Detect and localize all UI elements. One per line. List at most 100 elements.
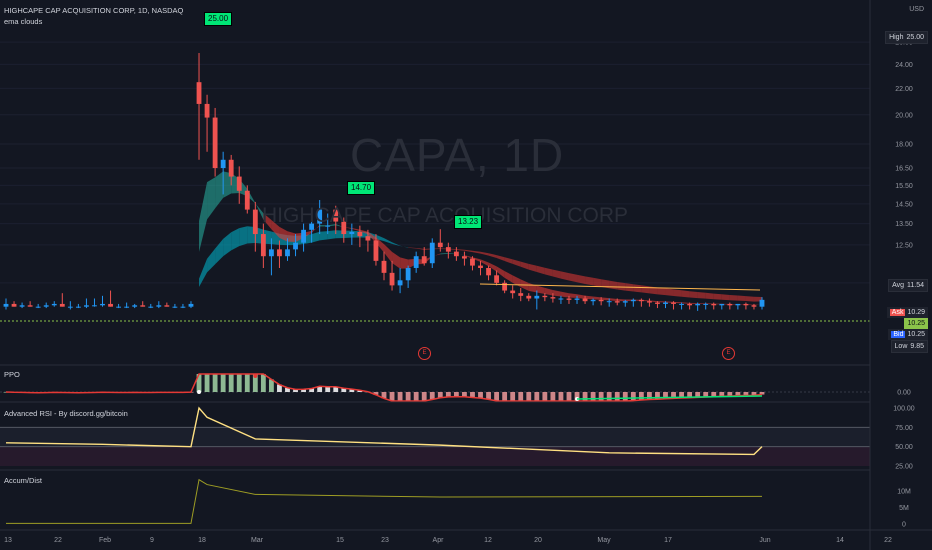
rsi-lower-band <box>0 446 870 466</box>
candle-body <box>349 231 355 235</box>
candlestick-series[interactable] <box>3 53 765 311</box>
ppo-histogram-bar <box>381 392 387 399</box>
ppo-histogram-bar <box>341 388 347 392</box>
candle-body <box>526 295 532 299</box>
ema-fast-cloud <box>207 177 216 220</box>
ema-fast-cloud <box>689 302 698 304</box>
ppo-histogram-bar <box>317 386 323 392</box>
ema-slow-cloud <box>560 271 569 281</box>
time-axis-label[interactable]: 22 <box>54 537 62 544</box>
earnings-marker-apr[interactable]: E <box>418 347 431 360</box>
time-axis-label[interactable]: May <box>597 537 611 544</box>
ema-fast-cloud <box>601 297 610 301</box>
watermark-symbol: CAPA, 1D <box>350 129 565 181</box>
ppo-histogram-bar <box>719 392 725 397</box>
indicator-label-ema-clouds[interactable]: ema clouds <box>4 17 43 26</box>
price-tick-label: 12.50 <box>895 242 913 249</box>
ppo-histogram-bar <box>695 392 701 398</box>
avg-price-tag: Avg 11.54 <box>888 279 928 292</box>
candle-body <box>309 223 315 230</box>
time-axis-label[interactable]: 23 <box>381 537 389 544</box>
time-axis-label[interactable]: 14 <box>836 537 844 544</box>
time-axis-label[interactable]: 9 <box>150 537 154 544</box>
time-axis-label[interactable]: 13 <box>4 537 12 544</box>
ema-slow-cloud <box>327 230 336 240</box>
candle-body <box>365 236 371 241</box>
ppo-histogram-bar <box>542 392 548 401</box>
time-axis-label[interactable]: 20 <box>534 537 542 544</box>
ppo-histogram-bar <box>405 392 411 401</box>
ema-slow-cloud <box>199 258 208 288</box>
ema-fast-cloud <box>472 257 481 262</box>
time-axis-label[interactable]: 22 <box>884 537 892 544</box>
candle-body <box>638 299 644 302</box>
time-axis-label[interactable]: Apr <box>433 537 445 544</box>
ppo-histogram-bar <box>252 374 258 392</box>
ema-fast-cloud <box>488 262 497 272</box>
ppo-cross-dot <box>253 374 258 378</box>
ppo-histogram-bar <box>727 392 733 397</box>
rsi-pane-label[interactable]: Advanced RSI - By discord.gg/bitcoin <box>4 409 128 418</box>
ppo-histogram-bar <box>220 374 226 392</box>
avg-tag-value: 11.54 <box>907 282 924 289</box>
candle-body <box>663 302 668 304</box>
low-tag-value: 9.85 <box>910 343 924 350</box>
ppo-histogram-bar <box>663 392 668 399</box>
candle-body <box>614 301 620 303</box>
candle-body <box>132 305 138 307</box>
ema-fast-cloud <box>480 259 489 267</box>
candle-body <box>711 303 717 306</box>
ema-fast-cloud <box>287 231 296 243</box>
accum-dist-pane-label[interactable]: Accum/Dist <box>4 476 42 485</box>
candle-body <box>212 117 218 169</box>
price-tick-label: 22.00 <box>895 86 913 93</box>
candle-body <box>228 159 234 177</box>
candle-body <box>75 306 81 308</box>
time-axis-label[interactable]: 18 <box>198 537 206 544</box>
candle-body <box>389 272 395 286</box>
symbol-title[interactable]: HIGHCAPE CAP ACQUISITION CORP, 1D, NASDA… <box>4 6 184 15</box>
ppo-histogram-bar <box>751 392 757 396</box>
earnings-marker-may[interactable]: E <box>722 347 735 360</box>
ema-slow-cloud <box>713 293 722 300</box>
ppo-histogram-bar <box>397 392 403 401</box>
ppo-histogram-bar <box>389 392 395 401</box>
ad-tick-label: 0 <box>902 522 906 529</box>
ppo-histogram-bar <box>309 388 315 392</box>
candle-body <box>260 234 266 257</box>
time-axis-label[interactable]: 12 <box>484 537 492 544</box>
ppo-pane-label[interactable]: PPO <box>4 370 20 379</box>
candle-body <box>156 305 162 307</box>
avg-price-line <box>479 283 761 291</box>
time-axis-label[interactable]: Mar <box>251 537 264 544</box>
ppo-histogram-bar <box>679 392 684 399</box>
candle-body <box>59 303 65 307</box>
ema-slow-cloud <box>472 250 481 254</box>
time-axis-label[interactable]: Feb <box>99 537 111 544</box>
ppo-histogram-bar <box>687 392 693 398</box>
ema-slow-cloud <box>544 267 553 277</box>
ema-slow-cloud <box>520 261 529 270</box>
time-axis-label[interactable]: 15 <box>336 537 344 544</box>
candle-body <box>558 298 564 300</box>
time-axis-label[interactable]: 17 <box>664 537 672 544</box>
ppo-histogram-bar <box>582 392 588 401</box>
high-callout-14-70: 14.70 <box>347 181 376 195</box>
ad-tick-label: 5M <box>899 505 909 512</box>
candle-body <box>180 306 186 308</box>
ema-fast-cloud <box>512 275 521 288</box>
candle-body <box>566 298 572 300</box>
price-tick-label: 14.50 <box>895 201 913 208</box>
ppo-histogram-bar <box>743 392 749 396</box>
time-axis-labels[interactable]: 13 22 Feb 9 18 Mar 15 23 Apr 12 20 May 17 Jun 14 22 <box>4 537 892 544</box>
ask-tag-label: Ask <box>889 309 906 316</box>
ema-slow-cloud <box>585 276 594 286</box>
price-tick-label: 20.00 <box>895 112 913 119</box>
rsi-line <box>5 406 763 456</box>
ad-tick-label: 10M <box>897 489 911 496</box>
ppo-histogram-bar <box>558 392 564 401</box>
time-axis-label[interactable]: Jun <box>759 537 770 544</box>
ema-fast-cloud <box>617 299 626 302</box>
accum-dist-pane: 10M 5M 0 <box>6 478 911 529</box>
